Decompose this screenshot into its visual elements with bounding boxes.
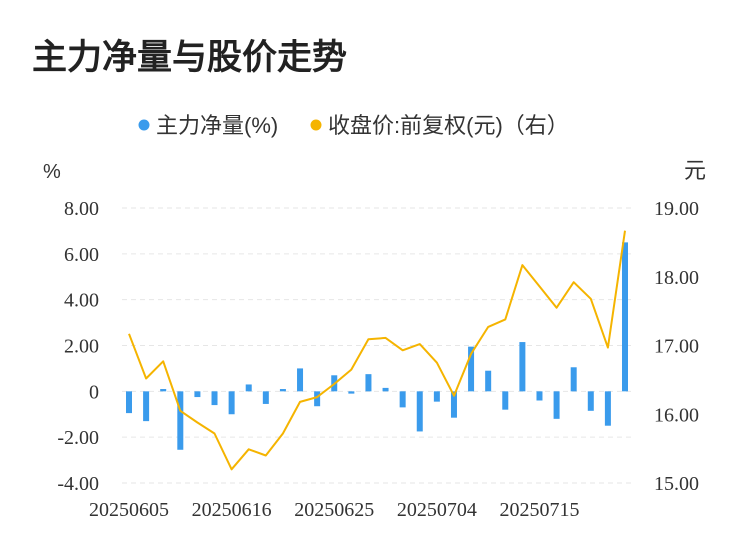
net-flow-bar <box>177 391 184 450</box>
net-flow-bar <box>160 389 167 392</box>
left-tick-label: 4.00 <box>64 290 99 312</box>
net-flow-bar <box>502 391 509 410</box>
net-flow-bar <box>399 391 406 408</box>
net-flow-bar <box>416 391 423 432</box>
legend-marker-line <box>310 119 322 131</box>
net-flow-bar <box>382 387 389 392</box>
net-flow-bar <box>468 346 475 392</box>
net-flow-bar <box>314 391 321 407</box>
net-flow-bar <box>485 370 492 392</box>
price-line <box>128 230 626 471</box>
net-flow-bar <box>245 384 252 392</box>
left-tick-label: 8.00 <box>64 198 99 220</box>
left-axis: 8.00 6.00 4.00 2.00 0 -2.00 -4.00 <box>57 198 99 495</box>
left-tick-label: 6.00 <box>64 244 99 266</box>
net-flow-bar <box>433 391 440 402</box>
x-tick-label: 20250715 <box>499 499 579 521</box>
net-flow-bars <box>126 242 628 450</box>
gridlines <box>122 207 632 484</box>
legend: 主力净量(%) 收盘价:前复权(元)（右） <box>138 113 569 138</box>
net-flow-bar <box>279 389 286 392</box>
legend-label-line: 收盘价:前复权(元)（右） <box>328 113 569 138</box>
x-tick-label: 20250605 <box>89 499 169 521</box>
right-axis-unit: 元 <box>684 158 706 183</box>
net-flow-bar <box>536 391 543 401</box>
net-flow-bar <box>126 391 132 414</box>
net-flow-bar <box>143 391 150 422</box>
net-flow-bar <box>194 391 201 398</box>
left-axis-unit: % <box>43 161 61 183</box>
x-axis: 20250605 20250616 20250625 20250704 20250715 <box>89 499 579 521</box>
right-axis: 19.00 18.00 17.00 16.00 15.00 <box>654 198 699 495</box>
right-tick-label: 18.00 <box>654 267 699 289</box>
right-tick-label: 16.00 <box>654 404 699 426</box>
right-tick-label: 17.00 <box>654 336 699 358</box>
net-flow-bar <box>228 391 235 415</box>
x-tick-label: 20250704 <box>397 499 477 521</box>
net-flow-bar <box>622 242 628 392</box>
net-flow-bar <box>553 391 560 419</box>
net-flow-bar <box>348 391 355 394</box>
right-tick-label: 19.00 <box>654 198 699 220</box>
right-tick-label: 15.00 <box>654 473 699 495</box>
net-flow-bar <box>211 391 218 406</box>
left-tick-label: 2.00 <box>64 336 99 358</box>
left-tick-label: -4.00 <box>57 473 99 495</box>
net-flow-bar <box>450 391 457 418</box>
left-tick-label: -2.00 <box>57 427 99 449</box>
left-tick-label: 0 <box>89 381 99 403</box>
x-tick-label: 20250625 <box>294 499 374 521</box>
net-flow-bar <box>297 368 304 392</box>
net-flow-bar <box>262 391 269 404</box>
net-flow-bar <box>365 374 372 392</box>
x-tick-label: 20250616 <box>192 499 272 521</box>
legend-label-bars: 主力净量(%) <box>156 113 278 138</box>
net-flow-bar <box>587 391 594 411</box>
chart-title: 主力净量与股价走势 <box>32 38 347 77</box>
net-flow-bar <box>604 391 611 426</box>
net-flow-bar <box>570 367 577 392</box>
price-series-line <box>128 230 626 471</box>
legend-marker-bars <box>138 119 150 131</box>
net-flow-bar <box>519 342 526 392</box>
